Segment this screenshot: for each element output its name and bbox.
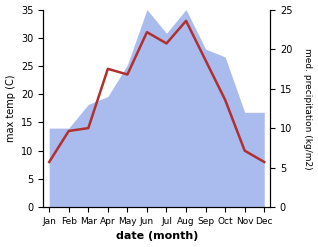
- X-axis label: date (month): date (month): [115, 231, 198, 242]
- Y-axis label: max temp (C): max temp (C): [5, 75, 16, 142]
- Y-axis label: med. precipitation (kg/m2): med. precipitation (kg/m2): [303, 48, 313, 169]
